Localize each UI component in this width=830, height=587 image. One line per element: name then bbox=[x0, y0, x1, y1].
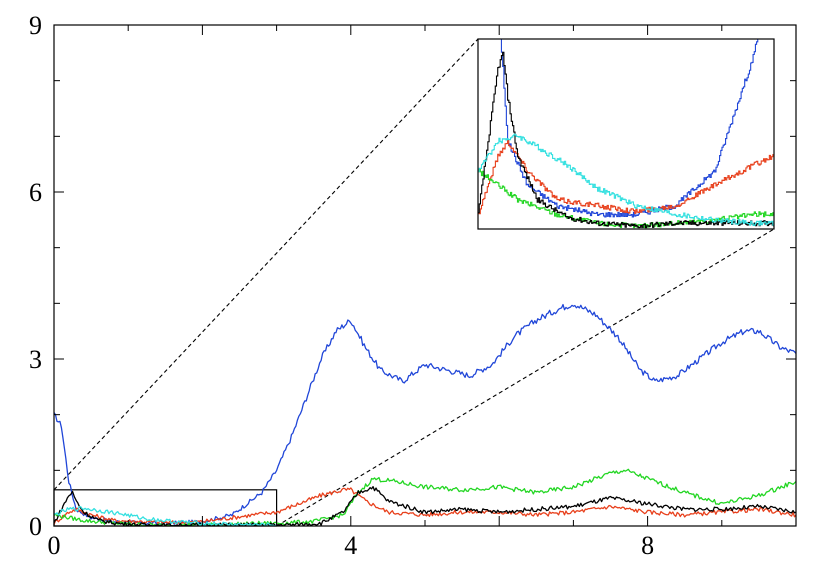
x-tick-label: 4 bbox=[344, 531, 357, 560]
x-tick-label: 0 bbox=[48, 531, 61, 560]
y-tick-label: 0 bbox=[29, 512, 42, 541]
inset-chart bbox=[477, 38, 775, 230]
inset-series-line-4 bbox=[478, 133, 774, 227]
axes: 0 4 8 0 3 6 9 bbox=[29, 11, 797, 560]
x-tick-label: 8 bbox=[641, 531, 654, 560]
y-tick-label: 3 bbox=[29, 345, 42, 374]
zoom-connector-top bbox=[53, 38, 479, 491]
inset-series-line-1 bbox=[478, 139, 774, 215]
series-line-3 bbox=[53, 486, 797, 527]
inset-background bbox=[478, 39, 774, 229]
series-layer bbox=[53, 303, 797, 527]
inset-series-line-3 bbox=[478, 51, 774, 229]
inset-frame bbox=[477, 38, 775, 230]
y-tick-label: 9 bbox=[29, 11, 42, 40]
series-line-4 bbox=[53, 506, 277, 527]
zoom-connector-bottom bbox=[276, 228, 775, 527]
y-tick-label: 6 bbox=[29, 178, 42, 207]
series-line-1 bbox=[53, 487, 797, 526]
